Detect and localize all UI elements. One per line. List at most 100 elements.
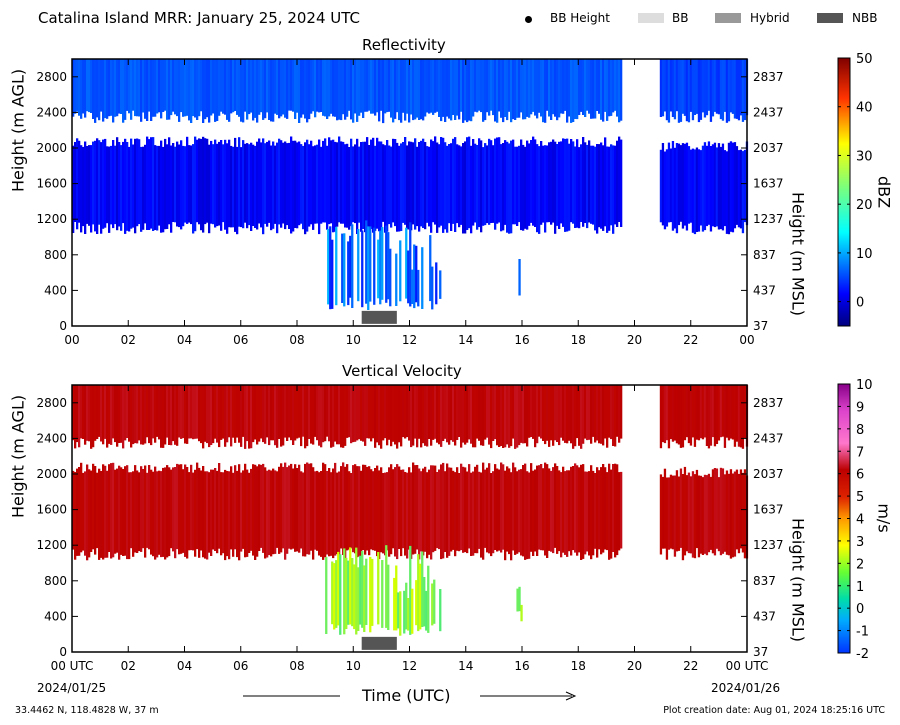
data-cell — [556, 144, 559, 226]
y-tick-label-right: 1237 — [753, 538, 784, 552]
data-cell — [172, 385, 175, 442]
data-cell — [669, 59, 673, 112]
data-cell — [378, 59, 381, 122]
y-tick-label: 400 — [44, 609, 67, 623]
data-cell — [554, 141, 557, 234]
data-cell — [331, 561, 334, 625]
data-cell — [687, 59, 691, 123]
data-cell — [332, 468, 335, 559]
data-cell — [667, 477, 671, 550]
data-cell — [590, 385, 593, 444]
data-cell — [292, 140, 295, 232]
data-cell — [190, 464, 193, 551]
data-cell — [242, 470, 245, 549]
data-cell — [350, 138, 353, 227]
x-tick-label: 12 — [402, 659, 417, 673]
data-cell — [608, 59, 611, 117]
data-cell — [532, 385, 535, 439]
data-cell — [288, 59, 291, 111]
data-cell — [496, 59, 499, 123]
data-cell — [202, 59, 205, 123]
data-cell — [538, 385, 541, 437]
data-cell — [460, 385, 463, 448]
data-cell — [292, 59, 295, 112]
data-cell — [198, 467, 201, 558]
reflectivity-title: Reflectivity — [362, 36, 446, 54]
data-cell — [438, 59, 441, 117]
data-cell — [270, 59, 273, 122]
data-cell — [540, 59, 543, 117]
data-cell — [370, 469, 373, 550]
data-cell — [675, 385, 679, 444]
data-cell — [522, 385, 525, 444]
data-cell — [72, 470, 75, 550]
data-cell — [274, 59, 277, 114]
data-cell — [84, 141, 87, 234]
x-tick-label: 00 UTC — [726, 659, 769, 673]
data-cell — [408, 385, 411, 441]
data-cell — [689, 385, 693, 446]
data-cell — [614, 145, 617, 225]
data-cell — [412, 59, 415, 121]
data-cell — [440, 464, 443, 560]
data-cell — [516, 385, 519, 448]
end-date: 2024/01/26 — [711, 681, 781, 695]
data-cell — [620, 59, 623, 121]
data-cell — [508, 468, 511, 555]
data-cell — [434, 385, 437, 439]
data-cell — [86, 464, 89, 561]
data-cell — [705, 59, 709, 116]
data-cell — [256, 141, 259, 230]
data-cell — [202, 466, 205, 558]
location-info: 33.4462 N, 118.4828 W, 37 m — [15, 705, 159, 716]
data-cell — [96, 472, 99, 549]
data-cell — [372, 59, 375, 114]
data-cell — [546, 59, 549, 111]
data-cell — [659, 385, 663, 449]
colorbar-tick-label: 40 — [856, 101, 873, 116]
data-cell — [399, 240, 402, 302]
data-cell — [232, 59, 235, 113]
data-cell — [296, 142, 299, 229]
data-cell — [347, 560, 350, 625]
data-cell — [616, 59, 619, 117]
data-cell — [286, 143, 289, 226]
data-cell — [396, 59, 399, 113]
data-cell — [136, 470, 139, 553]
data-cell — [266, 470, 269, 558]
data-cell — [316, 385, 319, 441]
data-cell — [152, 137, 155, 231]
data-cell — [439, 270, 442, 299]
data-cell — [292, 468, 295, 549]
data-cell — [574, 146, 577, 228]
data-cell — [446, 59, 449, 117]
page-title: Catalina Island MRR: January 25, 2024 UT… — [38, 9, 361, 27]
data-cell — [438, 144, 441, 228]
data-cell — [180, 140, 183, 230]
data-cell — [404, 137, 407, 225]
data-cell — [150, 59, 153, 121]
data-cell — [280, 385, 283, 447]
data-cell — [398, 59, 401, 121]
data-cell — [212, 385, 215, 444]
data-cell — [78, 385, 81, 448]
data-cell — [336, 472, 339, 555]
legend-label-hybrid: Hybrid — [750, 11, 790, 25]
data-cell — [675, 59, 679, 112]
data-cell — [669, 474, 673, 549]
data-cell — [470, 59, 473, 122]
data-cell — [260, 464, 263, 548]
data-cell — [364, 141, 367, 233]
data-cell — [484, 469, 487, 548]
data-cell — [252, 144, 255, 226]
data-cell — [268, 385, 271, 446]
data-cell — [460, 59, 463, 112]
data-cell — [677, 476, 681, 551]
data-cell — [146, 136, 149, 230]
colorbar-tick-label: 10 — [856, 247, 873, 262]
data-cell — [148, 59, 151, 112]
data-cell — [88, 469, 91, 558]
data-cell — [428, 59, 431, 114]
data-cell — [534, 385, 537, 448]
data-cell — [154, 466, 157, 560]
